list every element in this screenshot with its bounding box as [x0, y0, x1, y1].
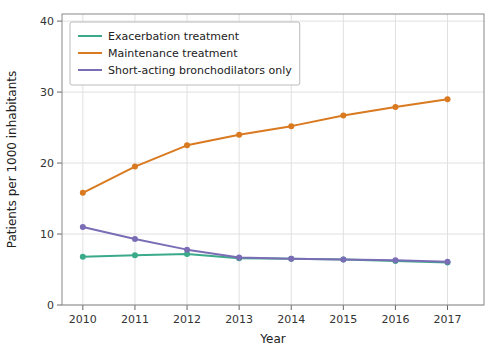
x-tick — [82, 305, 83, 310]
legend-label: Exacerbation treatment — [108, 30, 240, 43]
y-grid-line — [62, 21, 484, 22]
y-tick — [57, 92, 62, 93]
series-marker — [340, 257, 346, 263]
chart-container: 0 10 20 30 40 2010 2011 2012 2013 2014 2015 2016 201… — [0, 0, 500, 351]
series-marker — [288, 256, 294, 262]
series-marker — [340, 257, 346, 263]
legend: Exacerbation treatment Maintenance treatm… — [70, 22, 300, 85]
legend-swatch — [78, 69, 102, 71]
y-tick-label: 10 — [40, 228, 54, 241]
x-tick-label: 2017 — [434, 313, 462, 326]
y-tick — [57, 21, 62, 22]
series-marker — [80, 224, 86, 230]
series-marker — [340, 112, 346, 118]
x-tick — [343, 305, 344, 310]
series-marker — [392, 257, 398, 263]
series-line — [83, 99, 448, 193]
x-tick — [239, 305, 240, 310]
series-marker — [236, 254, 242, 260]
x-tick-label: 2012 — [173, 313, 201, 326]
plot-frame — [62, 14, 484, 305]
series-marker — [132, 164, 138, 170]
x-tick-label: 2011 — [121, 313, 149, 326]
x-tick — [291, 305, 292, 310]
y-tick-label: 0 — [47, 299, 54, 312]
y-grid-line — [62, 234, 484, 235]
series-marker — [445, 96, 451, 102]
series-marker — [288, 123, 294, 129]
x-tick-label: 2016 — [381, 313, 409, 326]
legend-swatch — [78, 35, 102, 37]
series-marker — [80, 254, 86, 260]
series-marker — [132, 236, 138, 242]
y-tick — [57, 163, 62, 164]
series-marker — [392, 258, 398, 264]
series-marker — [184, 247, 190, 253]
plot-background — [62, 14, 484, 305]
legend-swatch — [78, 52, 102, 54]
legend-label: Maintenance treatment — [108, 47, 238, 60]
y-grid-line — [62, 92, 484, 93]
legend-label: Short-acting bronchodilators only — [108, 64, 292, 77]
y-grid-line — [62, 163, 484, 164]
y-tick-label: 30 — [40, 86, 54, 99]
series-marker — [445, 259, 451, 265]
y-tick — [57, 305, 62, 306]
series-marker — [80, 190, 86, 196]
data — [80, 96, 451, 265]
series-marker — [236, 132, 242, 138]
x-tick — [187, 305, 188, 310]
x-tick — [134, 305, 135, 310]
y-tick-label: 40 — [40, 15, 54, 28]
series-marker — [184, 142, 190, 148]
x-tick-label: 2013 — [225, 313, 253, 326]
series-marker — [445, 259, 451, 265]
x-axis-label: Year — [259, 332, 285, 346]
x-tick — [447, 305, 448, 310]
series-marker — [288, 256, 294, 262]
chart: 0 10 20 30 40 2010 2011 2012 2013 2014 2015 2016 201… — [0, 0, 500, 351]
x-tick-label: 2015 — [329, 313, 357, 326]
x-tick — [395, 305, 396, 310]
series-marker — [236, 255, 242, 261]
y-tick-label: 20 — [40, 157, 54, 170]
series-marker — [392, 104, 398, 110]
series-marker — [132, 252, 138, 258]
axes: 0 10 20 30 40 2010 2011 2012 2013 2014 2015 2016 201… — [40, 14, 484, 326]
legend-box — [70, 22, 300, 85]
grid — [62, 14, 484, 305]
series-line — [83, 227, 448, 262]
x-tick-label: 2010 — [69, 313, 97, 326]
y-axis-label: Patients per 1000 inhabitants — [5, 71, 19, 248]
y-tick — [57, 234, 62, 235]
x-tick-label: 2014 — [277, 313, 305, 326]
